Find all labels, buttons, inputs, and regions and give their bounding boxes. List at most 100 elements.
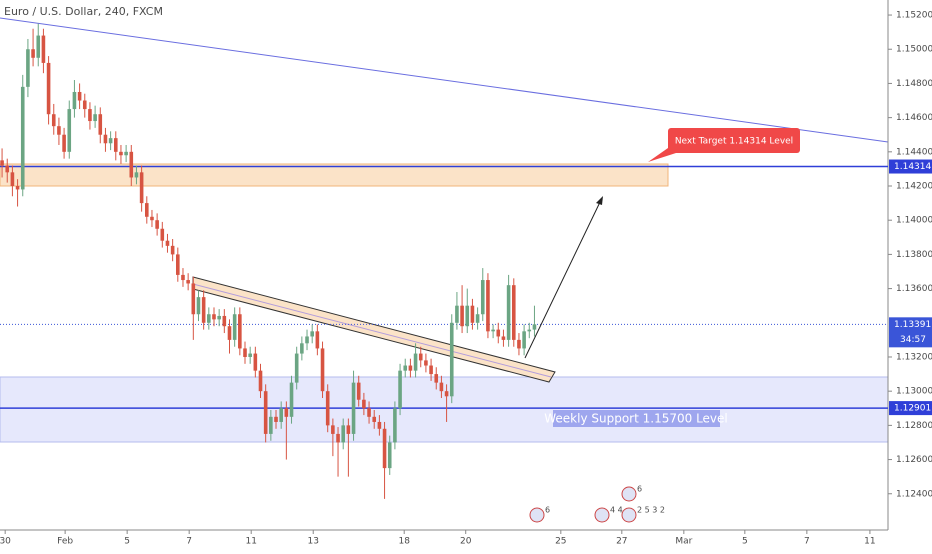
x-tick-label: 13 (308, 537, 319, 547)
candle-body (336, 433, 340, 443)
candle-body (517, 339, 521, 349)
event-icon (621, 507, 637, 523)
candle-body (26, 49, 30, 87)
candle-body (253, 353, 258, 371)
candle-body (294, 353, 299, 383)
candle-body (460, 305, 464, 327)
y-tick-label: 1.12800 (896, 421, 932, 431)
candle-body (57, 126, 61, 135)
x-tick-label: 27 (616, 537, 627, 547)
candle-body (108, 138, 113, 144)
candle-body (88, 109, 92, 122)
y-tick-label: 1.12600 (896, 455, 932, 465)
candle-body (243, 348, 247, 357)
candle-body (356, 382, 361, 400)
candle-body (491, 329, 495, 332)
arrow-line (524, 199, 602, 359)
candle-body (341, 425, 346, 443)
candle-body (144, 203, 149, 217)
y-tick-label: 1.13600 (896, 284, 932, 294)
event-label: 6 (545, 506, 550, 515)
x-tick-label: 11 (864, 537, 875, 547)
candle-body (470, 305, 475, 323)
event-icon (621, 486, 637, 502)
candle-body (150, 216, 154, 221)
candle-body (480, 280, 485, 315)
candle-body (475, 314, 480, 323)
candle-body (439, 382, 444, 392)
candle-body (160, 228, 165, 241)
countdown-label: 34:57 (900, 335, 926, 345)
candle-body (320, 348, 325, 392)
candle-body (207, 314, 211, 323)
chart-title: Euro / U.S. Dollar, 240, FXCM (4, 5, 163, 18)
candle-body (196, 297, 201, 315)
candle-body (413, 353, 418, 371)
candle-body (41, 35, 46, 63)
level-label: 1.14314 (894, 162, 931, 172)
candle-body (455, 305, 459, 323)
plot-area (0, 23, 888, 499)
candle-body (284, 408, 289, 417)
candle-body (222, 315, 227, 327)
candle-body (129, 151, 134, 178)
candle-body (258, 370, 263, 392)
candle-body (362, 399, 366, 409)
candle-body (289, 382, 294, 417)
candle-body (238, 314, 242, 349)
candle-body (227, 326, 232, 340)
candle-body (124, 151, 128, 156)
candle-body (10, 172, 15, 187)
candle-body (191, 283, 196, 315)
y-tick-label: 1.14200 (896, 182, 932, 192)
support-zone (0, 376, 889, 443)
candle-body (522, 331, 526, 349)
candle-body (382, 428, 387, 469)
candle-body (506, 285, 511, 340)
candle-body (398, 370, 402, 409)
candle-body (67, 109, 72, 152)
y-tick-label: 1.13800 (896, 250, 932, 260)
candle-body (501, 336, 506, 340)
candle-body (424, 360, 428, 366)
candle-body (155, 220, 159, 229)
x-tick-label: 25 (555, 537, 566, 547)
candle-body (201, 297, 206, 323)
candle-body (212, 314, 216, 320)
level-label: 1.12901 (894, 404, 931, 414)
candle-body (532, 324, 537, 330)
candle-body (217, 315, 221, 320)
channel-midline (192, 283, 552, 378)
candle-body (139, 172, 144, 204)
candle-body (269, 416, 273, 434)
event-label: 2 5 3 2 (637, 506, 665, 515)
candle-body (315, 331, 320, 349)
x-tick-label: 7 (804, 537, 810, 547)
candle-body (310, 331, 314, 337)
candle-body (170, 245, 175, 255)
candle-body (263, 391, 268, 434)
candle-body (377, 421, 382, 429)
level-label-box (889, 401, 932, 416)
x-tick-label: Mar (675, 537, 692, 547)
candle-body (15, 186, 20, 190)
callout-box (668, 128, 800, 153)
resistance-zone (0, 163, 669, 187)
x-tick-label: 18 (398, 537, 410, 547)
x-tick-label: 5 (124, 537, 130, 547)
trend-line (0, 17, 889, 143)
support-label: Weekly Support 1.15700 Level (544, 412, 728, 426)
x-tick-label: 11 (245, 537, 256, 547)
candle-body (36, 35, 41, 58)
candle-body (82, 100, 87, 110)
level-label-box (889, 159, 932, 174)
y-tick-label: 1.14800 (896, 79, 932, 89)
y-tick-label: 1.14000 (896, 216, 932, 226)
candle-body (103, 134, 108, 144)
candle-body (444, 391, 449, 397)
candle-body (186, 280, 190, 284)
candle-body (51, 114, 56, 127)
y-tick-label: 1.14400 (896, 147, 932, 157)
